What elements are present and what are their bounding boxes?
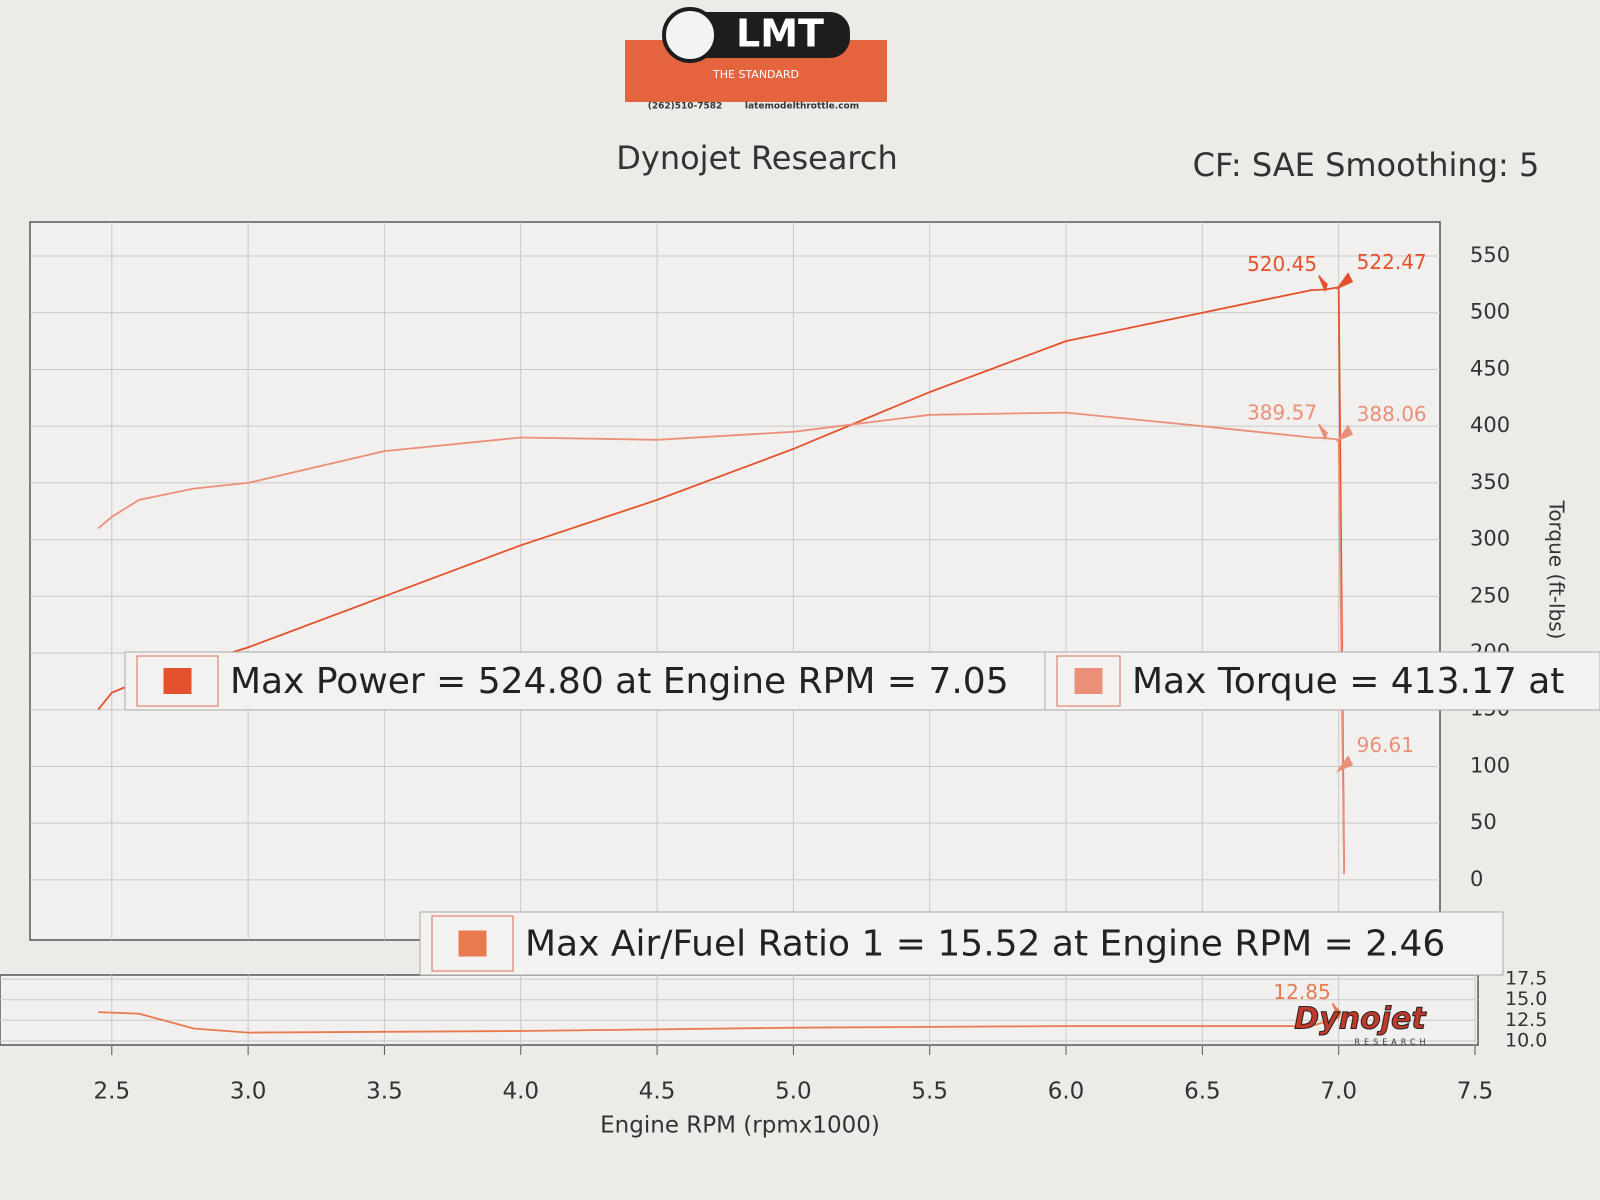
x-tick-label: 2.5 [94,1079,131,1105]
y-tick-label: 300 [1470,527,1510,551]
y-tick-label: 15.0 [1505,988,1547,1010]
logo-website: latemodelthrottle.com [745,102,859,112]
legend-entry: Max Air/Fuel Ratio 1 = 15.52 at Engine R… [419,911,1504,976]
logo-knob [662,7,718,63]
brand-logo: Dynojet [1294,1002,1427,1037]
annotation-arrow [1318,275,1328,293]
y-tick-label: 250 [1470,583,1510,607]
series-line [97,411,1345,875]
legend-box [419,911,1504,976]
plot-area [29,221,1441,941]
x-tick-label: 4.5 [639,1079,676,1105]
x-tick-label: 7.0 [1320,1079,1357,1105]
y-tick-label: 17.5 [1505,968,1547,990]
report-title: Dynojet Research [616,139,898,177]
annotation-arrow [1335,272,1354,290]
logo: LMT THE STANDARD (262)510-7582 latemodel… [625,7,887,112]
x-tick-label: 7.5 [1457,1079,1494,1105]
afr-plot-area [0,974,1479,1046]
x-tick-label: 4.0 [502,1079,539,1105]
legend-swatch [458,930,487,957]
annotation-label: 389.57 [1247,401,1317,425]
legend-swatch-frame [431,915,514,972]
annotation-arrow [1335,755,1354,773]
annotation-label: 96.61 [1357,733,1414,757]
x-tick-label: 5.0 [775,1079,812,1105]
annotation-label: 522.47 [1357,250,1427,274]
annotation-arrow [1318,423,1328,441]
y-tick-label: 550 [1470,243,1510,267]
x-tick-label: 3.0 [230,1079,267,1105]
logo-tagline: THE STANDARD [712,68,799,81]
legend-label: Max Power = 524.80 at Engine RPM = 7.05 [230,661,1009,702]
logo-phone: (262)510-7582 [648,102,723,112]
y-tick-label: 500 [1470,300,1510,324]
y-tick-label: 12.5 [1505,1009,1547,1031]
x-axis-label: Engine RPM (rpmx1000) [600,1113,880,1139]
x-tick-label: 6.5 [1184,1079,1221,1105]
y-tick-label: 400 [1470,413,1510,437]
annotation-arrow [1331,1003,1342,1021]
y-axis-label: Torque (ft-lbs) [1545,500,1569,640]
brand-sub: RESEARCH [1355,1038,1430,1047]
annotation-label: 520.45 [1247,252,1317,276]
series-line [98,1011,1339,1034]
legend-entry: Max Torque = 413.17 at [1044,651,1600,711]
x-tick-label: 3.5 [366,1079,403,1105]
y-tick-label: 0 [1470,867,1483,891]
y-tick-label: 450 [1470,356,1510,380]
chart-layer: 050100150200250300350400450500550Torque … [0,222,1600,1139]
legend-swatch [163,668,192,694]
y-tick-label: 10.0 [1505,1029,1547,1051]
annotation-label: 12.85 [1273,980,1330,1004]
annotation-arrow [1335,425,1354,443]
legend-box [1044,651,1600,711]
legend-swatch-frame [1056,655,1121,707]
legend-box [124,651,1046,711]
logo-text: LMT [736,12,824,56]
y-tick-label: 50 [1470,810,1497,834]
legend-label: Max Torque = 413.17 at [1132,661,1564,702]
settings-text: CF: SAE Smoothing: 5 [1193,146,1540,184]
x-tick-label: 5.5 [911,1079,948,1105]
annotation-label: 388.06 [1357,402,1427,426]
x-tick-label: 6.0 [1048,1079,1085,1105]
legend-entry: Max Power = 524.80 at Engine RPM = 7.05 [124,651,1046,711]
legend-swatch-frame [136,655,219,707]
legend-label: Max Air/Fuel Ratio 1 = 15.52 at Engine R… [525,924,1445,965]
y-tick-label: 350 [1470,470,1510,494]
y-tick-label: 100 [1470,753,1510,777]
legend-swatch [1074,668,1103,694]
